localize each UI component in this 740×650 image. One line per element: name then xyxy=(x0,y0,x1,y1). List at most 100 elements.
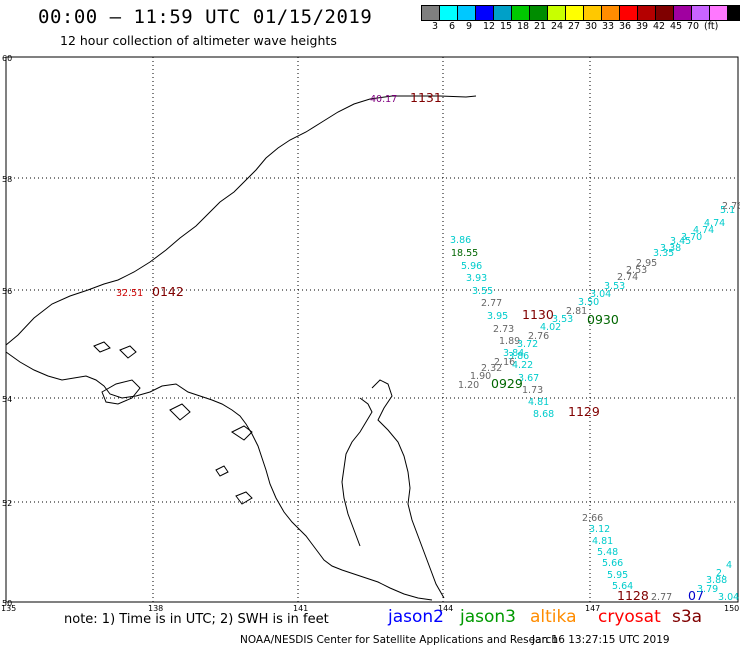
wave-height-label: 3.45 xyxy=(670,236,691,247)
wave-height-label: 3.53 xyxy=(552,314,573,325)
wave-height-label: 2.16 xyxy=(494,357,515,368)
wave-height-label: 3.12 xyxy=(589,524,610,535)
lon-label: 141 xyxy=(293,604,308,613)
wave-height-label: 1.90 xyxy=(470,371,491,382)
wave-height-label: 5.48 xyxy=(597,547,618,558)
color-legend xyxy=(421,5,740,21)
wave-height-label: 2.95 xyxy=(636,258,657,269)
lon-label: 144 xyxy=(438,604,453,613)
wave-height-label: 3.35 xyxy=(653,248,674,259)
footer-note: note: 1) Time is in UTC; 2) SWH is in fe… xyxy=(64,612,329,627)
small-island-3 xyxy=(231,425,253,441)
satellite-altika: altika xyxy=(530,607,577,627)
wave-height-label: 3.50 xyxy=(578,297,599,308)
okhotsk-north-coast xyxy=(5,95,477,346)
grid-lines xyxy=(6,57,738,602)
latitude-labels: 60 58 56 54 52 50 xyxy=(2,54,12,608)
lat-label: 56 xyxy=(2,287,12,296)
wave-height-label: 3.72 xyxy=(517,339,538,350)
legend-label: 6 xyxy=(449,21,456,32)
wave-height-label: 2.77 xyxy=(651,592,672,603)
shantar-coast xyxy=(5,351,433,601)
legend-label: 27 xyxy=(568,21,581,32)
satellite-jason2: jason2 xyxy=(388,607,444,627)
legend-label: 70 xyxy=(687,21,700,32)
sakhalin-coast xyxy=(371,379,445,599)
wave-height-label: 2.66 xyxy=(582,513,603,524)
legend-label: 12 xyxy=(483,21,496,32)
legend-label: 42 xyxy=(653,21,666,32)
wave-height-label: 4.74 xyxy=(693,225,714,236)
wave-height-label: 2.76 xyxy=(722,201,740,212)
map-subtitle: 12 hour collection of altimeter wave hei… xyxy=(60,33,337,48)
legend-label: 36 xyxy=(619,21,632,32)
legend-label: 45 xyxy=(670,21,683,32)
legend-label: 9 xyxy=(466,21,473,32)
small-island-6 xyxy=(215,465,229,477)
pass-time-label: 1130 xyxy=(522,307,554,322)
wave-height-label: 3.84 xyxy=(503,348,524,359)
wave-height-label: 3.04 xyxy=(718,592,739,603)
wave-height-label: 1.20 xyxy=(458,380,479,391)
lon-label: 135 xyxy=(1,604,16,613)
legend-label: 18 xyxy=(517,21,530,32)
lat-label: 60 xyxy=(2,54,12,63)
generated-time: Jan 16 13:27:15 UTC 2019 xyxy=(532,634,670,646)
wave-height-label: 3.70 xyxy=(681,232,702,243)
wave-height-label: 3.88 xyxy=(706,575,727,586)
pass-time-label: 0930 xyxy=(587,312,619,327)
wave-height-label: 2.74 xyxy=(617,272,638,283)
legend-label: 15 xyxy=(500,21,513,32)
wave-height-label: 5.66 xyxy=(602,558,623,569)
wave-height-label: 2.32 xyxy=(481,363,502,374)
shantar-island xyxy=(101,379,141,405)
pass-time-label: 0142 xyxy=(152,284,184,299)
wave-height-label: 2.53 xyxy=(626,265,647,276)
longitude-labels: 135 138 141 144 147 150 xyxy=(1,604,739,613)
legend-swatch xyxy=(727,5,740,21)
lon-label: 138 xyxy=(148,604,163,613)
wave-height-label: 5.95 xyxy=(607,570,628,581)
satellite-cryosat: cryosat xyxy=(598,607,661,627)
legend-label: 39 xyxy=(636,21,649,32)
wave-height-label: 2.81 xyxy=(566,306,587,317)
wave-height-label: 1.73 xyxy=(522,385,543,396)
wave-height-label: 2.77 xyxy=(481,298,502,309)
wave-height-label: 4 xyxy=(726,560,732,571)
pass-time-label: 07 xyxy=(688,588,704,603)
small-island-4 xyxy=(169,403,191,421)
legend-label: 24 xyxy=(551,21,564,32)
lat-label: 58 xyxy=(2,175,12,184)
small-island-1 xyxy=(119,345,137,359)
wave-height-label: 40.17 xyxy=(370,94,397,105)
pass-time-label: 1131 xyxy=(410,90,442,105)
small-island-2 xyxy=(93,341,111,353)
wave-height-label: 3.86 xyxy=(450,235,471,246)
legend-label: 21 xyxy=(534,21,547,32)
wave-height-label: 3.55 xyxy=(472,286,493,297)
wave-height-label: 4.74 xyxy=(704,218,725,229)
wave-height-label: 5.96 xyxy=(461,261,482,272)
wave-height-label: 2.73 xyxy=(493,324,514,335)
legend-label: (ft) xyxy=(704,21,719,32)
wave-height-label: 3.93 xyxy=(466,273,487,284)
pass-time-label: 1128 xyxy=(617,588,649,603)
wave-height-label: 4.22 xyxy=(512,360,533,371)
wave-height-label: 1.89 xyxy=(499,336,520,347)
lon-label: 150 xyxy=(724,604,739,613)
lat-label: 54 xyxy=(2,395,12,404)
wave-height-label: 3.86 xyxy=(508,351,529,362)
lat-label: 52 xyxy=(2,499,12,508)
pass-time-label: 0929 xyxy=(491,376,523,391)
wave-height-label: 3.53 xyxy=(604,281,625,292)
satellite-jason3: jason3 xyxy=(460,607,516,627)
credit-text: NOAA/NESDIS Center for Satellite Applica… xyxy=(240,634,558,646)
legend-label: 3 xyxy=(432,21,439,32)
lon-label: 147 xyxy=(585,604,600,613)
wave-height-label: 4.81 xyxy=(592,536,613,547)
legend-label: 30 xyxy=(585,21,598,32)
lat-label: 50 xyxy=(2,599,12,608)
pass-time-label: 1129 xyxy=(568,404,600,419)
